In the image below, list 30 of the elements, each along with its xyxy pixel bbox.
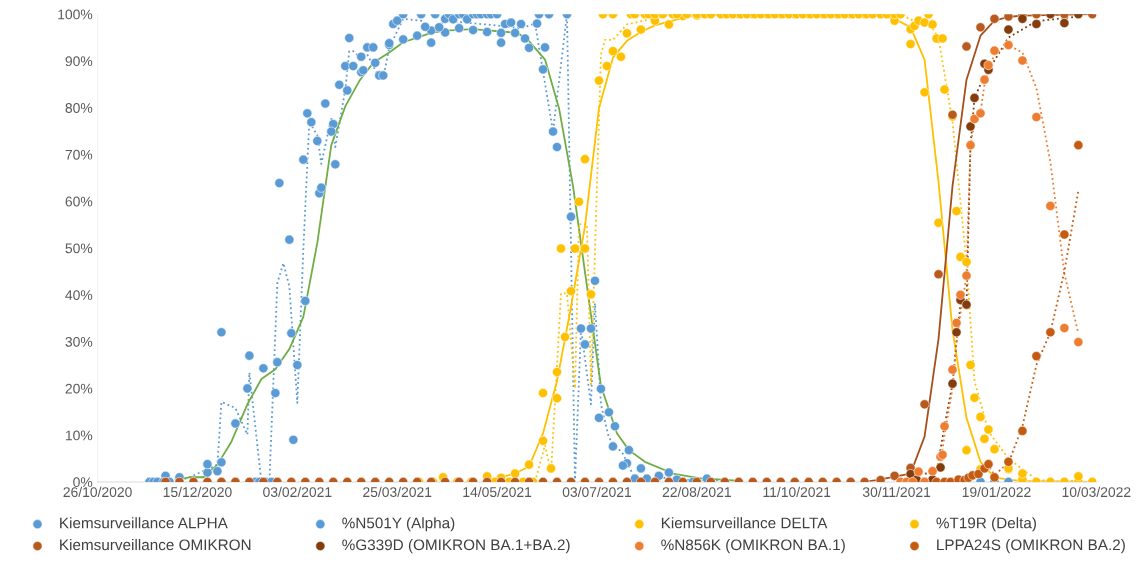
y-tick-label: 30%: [65, 336, 93, 347]
x-tick-label: 25/03/2021: [363, 486, 432, 498]
legend-label: Kiemsurveillance ALPHA: [60, 517, 228, 529]
x-tick-label: 03/07/2021: [562, 486, 632, 498]
y-tick-label: 100%: [58, 9, 93, 20]
legend-label: %T19R (Delta): [936, 517, 1036, 532]
legend-label: Kiemsurveillance OMIKRON: [60, 539, 251, 551]
y-tick-label: 90%: [65, 56, 93, 67]
x-tick-label: 22/08/2021: [662, 486, 731, 498]
x-tick-label: 11/10/2021: [763, 486, 831, 498]
y-tick-label: 10%: [65, 430, 93, 441]
x-tick-label: 14/05/2021: [463, 486, 532, 498]
legend-label: %G339D (OMIKRON BA.1+BA.2): [342, 539, 570, 554]
x-tick-label: 30/11/2021: [862, 486, 931, 498]
y-tick-label: 40%: [65, 290, 93, 301]
legend-label: Kiemsurveillance DELTA: [661, 517, 828, 529]
x-tick-label: 26/10/2020: [63, 486, 132, 498]
y-tick-label: 80%: [65, 103, 93, 113]
y-tick-label: 70%: [65, 149, 93, 160]
y-tick-label: 0%: [73, 477, 93, 488]
legend-label: %N501Y (Alpha): [342, 517, 455, 532]
legend-label: %N856K (OMIKRON BA.1): [661, 539, 845, 554]
x-tick-label: 10/03/2022: [1062, 486, 1131, 498]
x-tick-label: 15/12/2020: [163, 486, 232, 498]
x-tick-label: 03/02/2021: [263, 486, 332, 498]
x-tick-label: 19/01/2022: [962, 486, 1031, 498]
y-tick-label: 60%: [65, 196, 93, 207]
legend-label: LPPA24S (OMIKRON BA.2): [937, 539, 1125, 554]
y-tick-label: 50%: [65, 243, 93, 254]
y-tick-label: 20%: [65, 383, 93, 394]
